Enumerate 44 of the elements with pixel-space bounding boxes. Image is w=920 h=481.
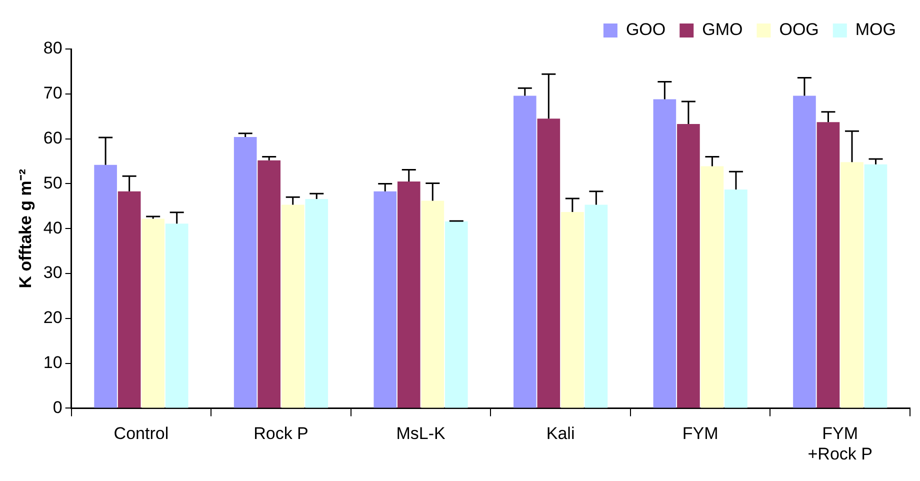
legend-label: GMO — [702, 20, 743, 40]
bar — [700, 166, 724, 408]
y-tick-label: 0 — [52, 398, 62, 417]
bar — [653, 99, 676, 408]
y-axis-title: K offtake g m⁻² — [16, 168, 35, 288]
bar — [234, 137, 257, 408]
x-tick-label: MsL-K — [396, 424, 446, 444]
y-tick-label: 30 — [43, 263, 62, 282]
bar — [864, 164, 888, 408]
x-tick-label: Kali — [546, 424, 575, 444]
bar — [94, 164, 117, 408]
bar — [397, 181, 420, 408]
bar — [281, 204, 304, 408]
y-tick-label: 70 — [43, 84, 62, 103]
bar — [724, 190, 748, 408]
bar — [816, 122, 840, 408]
bar — [677, 124, 700, 408]
x-tick-label: FYM — [682, 424, 718, 444]
bar — [840, 162, 864, 408]
y-tick-label: 60 — [43, 128, 62, 148]
y-tick-label: 10 — [43, 352, 62, 372]
y-tick-label: 20 — [43, 308, 62, 328]
bar — [118, 191, 141, 408]
y-tick-label: 80 — [43, 38, 62, 58]
x-tick-label: FYM +Rock P — [808, 424, 872, 464]
x-tick-label: Control — [114, 424, 169, 444]
legend-label: MOG — [855, 20, 896, 40]
bar — [537, 118, 560, 408]
x-tick-label: Rock P — [254, 424, 308, 444]
bar — [584, 204, 608, 408]
bar — [513, 96, 536, 408]
bar — [142, 218, 164, 408]
bar — [305, 198, 328, 408]
legend-label: GOO — [626, 20, 666, 40]
y-tick-label: 50 — [43, 173, 62, 192]
bar — [421, 200, 444, 408]
bar — [445, 221, 468, 408]
bar — [374, 191, 397, 408]
bar — [793, 96, 816, 408]
bar — [258, 160, 281, 408]
bar — [561, 212, 584, 408]
legend-label: OOG — [779, 20, 819, 40]
y-tick-label: 40 — [43, 218, 62, 238]
bar — [165, 224, 188, 408]
